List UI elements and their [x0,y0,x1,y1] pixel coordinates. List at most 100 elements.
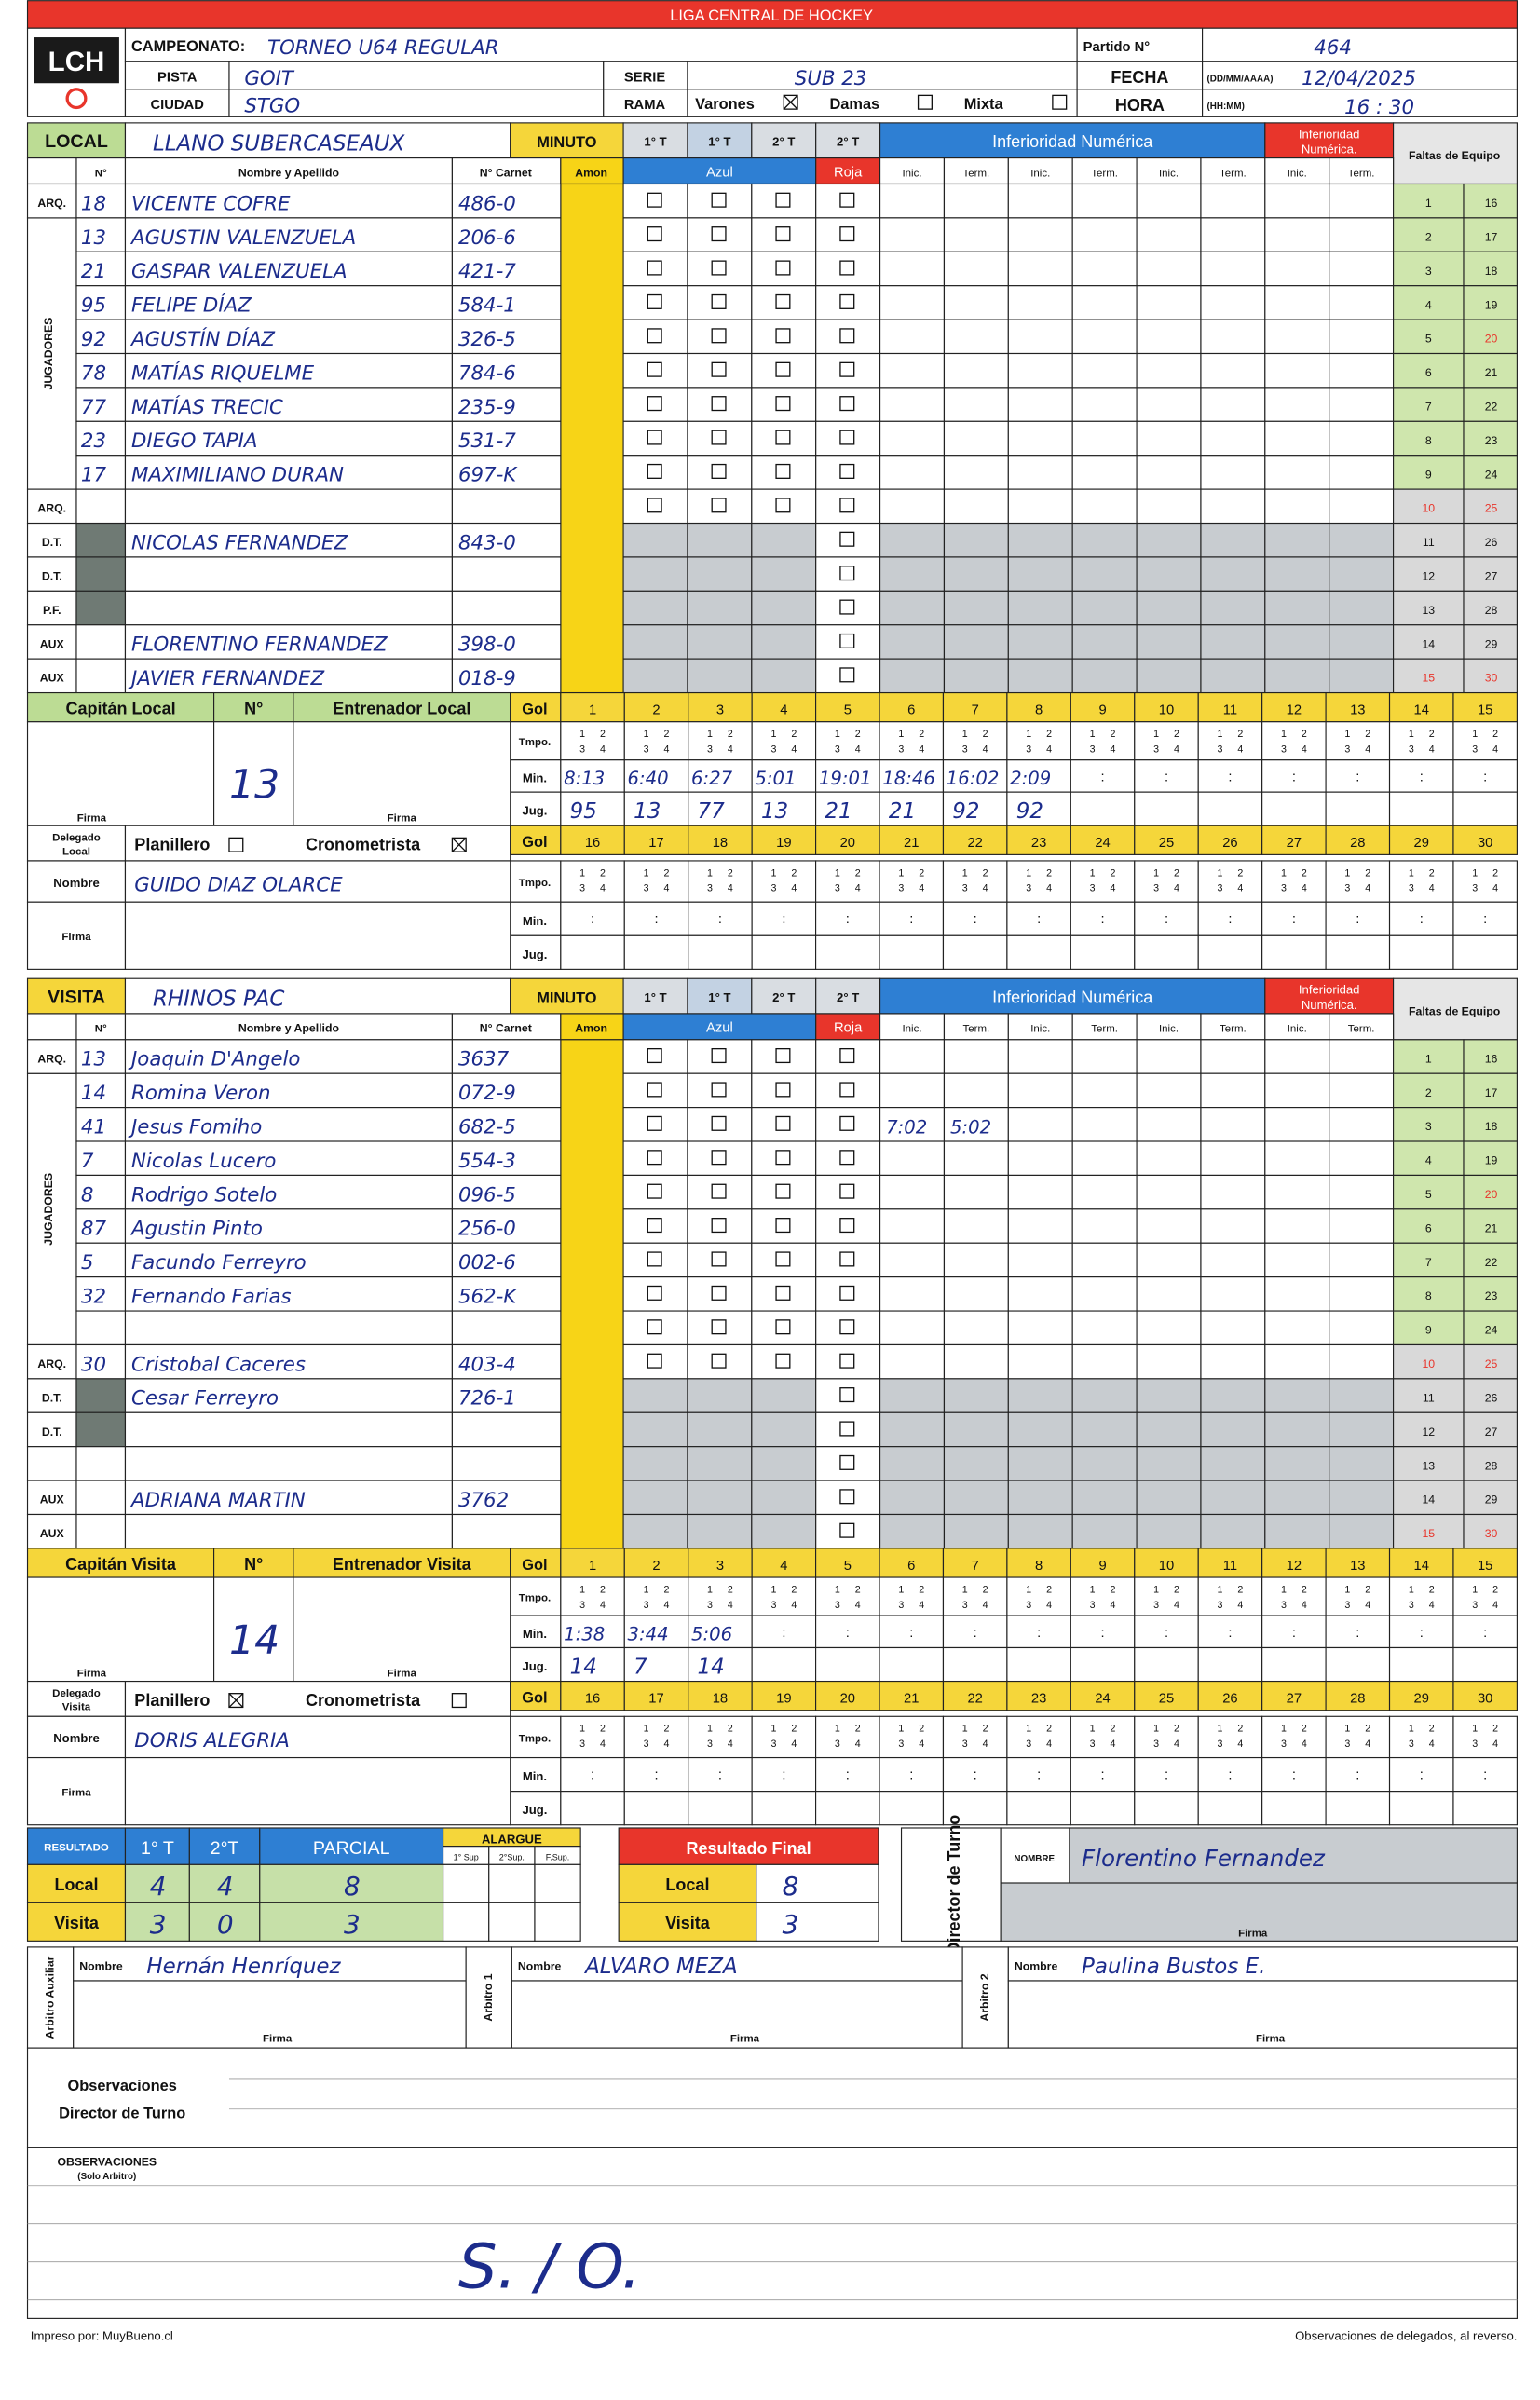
label: Inic. [1288,168,1307,179]
label: 1 [1472,867,1478,879]
cell [1264,1072,1330,1109]
label: Nombre [518,1960,562,1973]
checkbox [839,192,855,208]
cell [1007,624,1073,660]
label: 1 [707,1584,713,1595]
label: 3 [1425,1120,1432,1133]
cell [75,1480,127,1516]
label: : [1356,1626,1359,1641]
cell [879,1343,946,1380]
label: 1 [1090,1724,1096,1735]
checkbox [711,1082,727,1098]
handwritten: Romina Veron [131,1082,271,1105]
label: Inferioridad [1299,983,1360,997]
cell [1329,1411,1395,1448]
cell [451,1378,562,1413]
cell [1261,759,1327,793]
label: 4 [1174,883,1179,894]
label: 18 [1485,265,1498,278]
label: 1 [1425,1052,1432,1065]
cell [1134,860,1199,903]
cell [124,825,511,862]
label: 22 [967,836,982,851]
checkbox [711,226,727,242]
checkbox [839,1421,855,1437]
cell [879,1140,946,1177]
footer-text: Impreso por: MuyBueno.cl [31,2328,173,2342]
handwritten: 6:27 [691,768,733,789]
cell [26,825,127,862]
label: 1 [835,1724,840,1735]
cell [1325,825,1391,855]
amon-column [560,1039,624,1549]
label: 5 [844,703,852,718]
cell [687,1378,753,1413]
label: 4 [663,1600,669,1611]
handwritten: MATÍAS TRECIC [131,395,283,419]
cell [942,1791,1008,1826]
cell [1463,1276,1518,1312]
label: Entrenador Local [333,700,470,718]
cell [1136,420,1202,457]
cell [943,658,1009,694]
label: 20 [1485,1188,1498,1201]
cell [1071,1411,1138,1448]
label: 14 [1422,1493,1435,1507]
cell [751,934,817,970]
label: 1 [589,703,596,718]
cell [1392,1039,1465,1074]
label: 3 [1026,883,1031,894]
cell [1007,1446,1073,1481]
label: 3 [1409,1739,1414,1750]
checkbox [839,498,855,513]
cell [687,624,753,660]
handwritten: 206-6 [458,226,516,250]
handwritten: 584-1 [458,294,516,318]
label: Term. [1091,1024,1118,1035]
label: 1 [1472,1724,1478,1735]
cell [1325,1791,1391,1826]
cell [815,825,880,855]
cell [1200,556,1266,592]
label: 4 [791,883,797,894]
cell [26,1576,215,1683]
label: : [1228,770,1232,785]
cell [1136,488,1202,525]
cell [1463,217,1518,252]
checkbox [711,1047,727,1064]
label: 12 [1287,703,1302,718]
checkbox [647,498,662,513]
cell [1070,1548,1136,1578]
cell [1136,1174,1202,1210]
cell [1070,934,1136,970]
checkbox [839,1353,855,1369]
label: : [846,1768,850,1783]
handwritten: 13 [229,762,279,809]
cell [1136,1140,1202,1177]
cell [1264,1411,1330,1448]
cell [510,122,624,159]
label: 1 [1344,867,1350,879]
label: 9 [1425,1324,1432,1337]
checkbox [711,463,727,479]
label: : [1228,1626,1232,1641]
label: Firma [730,2034,760,2045]
label: 3 [770,1739,776,1750]
label: 3 [770,1600,776,1611]
checkbox [839,1387,855,1403]
cell [1264,1140,1330,1177]
cell [1388,759,1454,793]
cell [687,658,753,694]
handwritten: 87 [81,1218,107,1241]
cell [75,183,127,219]
label: 2 [1046,1724,1052,1735]
players-group-cell [26,217,77,490]
cell [622,658,688,694]
label: 2 [1302,729,1307,740]
cell [942,901,1008,936]
label: Delegado [52,1688,101,1699]
label: 2 [600,1584,606,1595]
label: 4 [663,744,669,756]
cell [1071,624,1138,660]
cell [943,522,1009,558]
